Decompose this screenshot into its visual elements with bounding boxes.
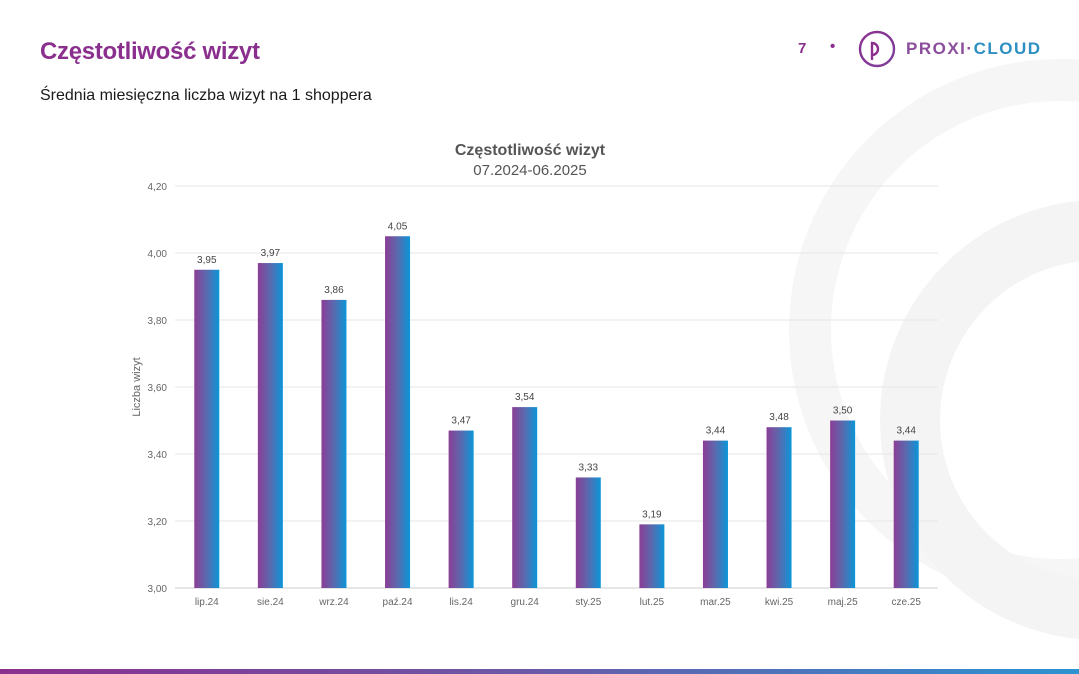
x-tick-label: lis.24 bbox=[449, 597, 473, 608]
y-tick-label: 4,20 bbox=[148, 182, 168, 193]
y-tick-label: 3,80 bbox=[148, 316, 168, 327]
bar-value-label: 3,97 bbox=[261, 248, 281, 259]
x-tick-label: lip.24 bbox=[195, 597, 219, 608]
x-tick-label: cze.25 bbox=[891, 597, 921, 608]
bar-value-label: 3,50 bbox=[833, 406, 853, 417]
x-tick-label: paź.24 bbox=[383, 597, 413, 608]
x-tick-label: gru.24 bbox=[511, 597, 540, 608]
bar-value-label: 3,54 bbox=[515, 392, 535, 403]
x-tick-label: sie.24 bbox=[257, 597, 284, 608]
x-tick-label: maj.25 bbox=[828, 597, 858, 608]
bar bbox=[385, 236, 411, 588]
bar bbox=[448, 430, 474, 588]
page-number: 7 bbox=[798, 40, 807, 57]
page-subtitle: Średnia miesięczna liczba wizyt na 1 sho… bbox=[40, 87, 372, 104]
x-tick-label: wrz.24 bbox=[318, 597, 349, 608]
logo-text-proxi: PROXI· bbox=[906, 39, 974, 58]
y-tick-label: 3,00 bbox=[148, 584, 168, 595]
x-tick-label: kwi.25 bbox=[765, 597, 794, 608]
page-title: Częstotliwość wizyt bbox=[40, 38, 260, 65]
chart-subtitle: 07.2024-06.2025 bbox=[473, 162, 586, 179]
y-tick-label: 3,60 bbox=[148, 383, 168, 394]
bar bbox=[194, 269, 220, 588]
y-tick-label: 3,40 bbox=[148, 450, 168, 461]
bar bbox=[639, 524, 665, 588]
bar-value-label: 3,44 bbox=[896, 426, 916, 437]
bar-value-label: 3,33 bbox=[579, 462, 599, 473]
logo-wordmark: PROXI·CLOUD bbox=[906, 39, 1042, 59]
y-axis-label: Liczba wizyt bbox=[131, 357, 143, 416]
bar bbox=[321, 299, 347, 588]
bar-value-label: 3,44 bbox=[706, 426, 726, 437]
header-separator: • bbox=[830, 38, 836, 55]
proxi-cloud-logo: PROXI·CLOUD bbox=[858, 30, 1042, 68]
bar bbox=[575, 477, 601, 588]
bar bbox=[830, 420, 856, 588]
logo-text-cloud: CLOUD bbox=[973, 39, 1042, 58]
bar-value-label: 3,48 bbox=[769, 412, 789, 423]
x-tick-label: lut.25 bbox=[640, 597, 665, 608]
y-tick-label: 3,20 bbox=[148, 517, 168, 528]
chart-title: Częstotliwość wizyt bbox=[455, 142, 606, 159]
bar-value-label: 3,47 bbox=[451, 416, 471, 427]
bar-value-label: 3,86 bbox=[324, 285, 344, 296]
proxi-logo-icon bbox=[858, 30, 896, 68]
y-tick-label: 4,00 bbox=[148, 249, 168, 260]
bar bbox=[257, 263, 283, 588]
bar-value-label: 3,19 bbox=[642, 509, 662, 520]
bar bbox=[702, 440, 728, 588]
bar-value-label: 3,95 bbox=[197, 255, 217, 266]
bar bbox=[512, 407, 538, 588]
bottom-accent-bar bbox=[0, 669, 1079, 674]
bar-value-label: 4,05 bbox=[388, 221, 408, 232]
x-tick-label: sty.25 bbox=[575, 597, 601, 608]
bar bbox=[766, 427, 792, 588]
bar bbox=[893, 440, 919, 588]
x-tick-label: mar.25 bbox=[700, 597, 731, 608]
